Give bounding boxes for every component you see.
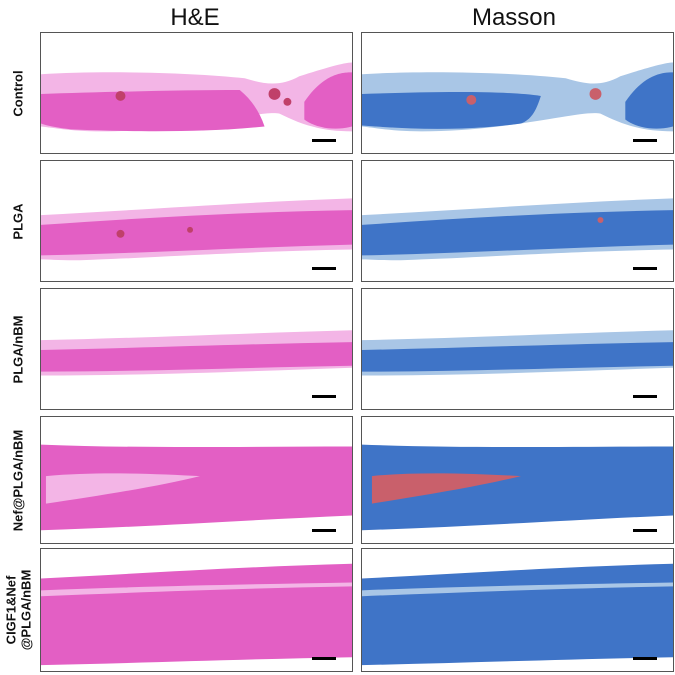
scale-bar [312,139,336,142]
column-header-he: H&E [170,4,220,31]
he-control-image [41,62,352,132]
he-nef-plga-nbm-image [41,444,352,531]
scale-bar [312,267,336,270]
row-label-plga: PLGA [10,202,26,240]
row-label-control: Control [10,69,26,117]
scale-bar [312,395,336,398]
he-plga-nbm-image [41,330,352,376]
he-panel-nef-plga-nbm [40,416,353,544]
masson-nef-plga-nbm-image [362,444,673,531]
scale-bar [633,657,657,660]
scale-bar [633,139,657,142]
he-panel-cigf1-nef-plga-nbm [40,548,353,672]
he-cigf1-nef-plga-nbm-image [41,563,352,666]
masson-panel-plga-nbm [361,288,674,410]
scale-bar [312,529,336,532]
column-header-masson: Masson [471,4,557,31]
scale-bar [633,267,657,270]
he-panel-control [40,32,353,154]
masson-control-image [362,62,673,132]
he-panel-plga [40,160,353,282]
masson-plga-image [362,198,673,261]
masson-plga-nbm-image [362,330,673,376]
masson-panel-plga [361,160,674,282]
masson-panel-nef-plga-nbm [361,416,674,544]
masson-panel-control [361,32,674,154]
scale-bar [633,529,657,532]
row-label-plga-nbm: PLGA/nBM [10,315,26,383]
scale-bar [312,657,336,660]
he-panel-plga-nbm [40,288,353,410]
scale-bar [633,395,657,398]
he-plga-image [41,198,352,261]
row-label-nef-plga-nbm: Nef@PLGA/nBM [10,429,26,531]
masson-panel-cigf1-nef-plga-nbm [361,548,674,672]
row-label-cigf1-nef-plga-nbm: CIGF1&Nef @PLGA/nBM [3,569,33,651]
masson-cigf1-nef-plga-nbm-image [362,563,673,666]
